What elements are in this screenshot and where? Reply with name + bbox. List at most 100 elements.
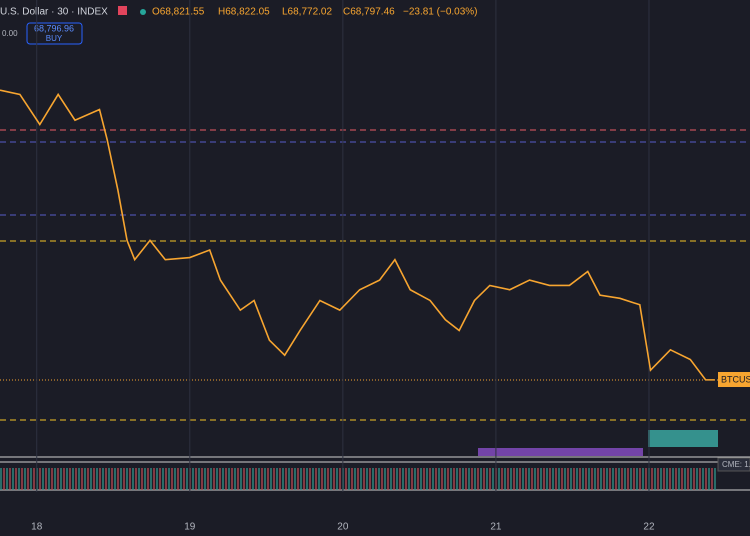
- volume-bar: [309, 468, 311, 490]
- volume-bar: [417, 468, 419, 490]
- volume-bar: [90, 468, 92, 490]
- volume-bar: [501, 468, 503, 490]
- volume-bar: [126, 468, 128, 490]
- buy-button[interactable]: [26, 22, 83, 45]
- volume-bar: [24, 468, 26, 490]
- volume-bar: [156, 468, 158, 490]
- volume-bar: [183, 468, 185, 490]
- volume-bar: [207, 468, 209, 490]
- volume-bar: [414, 468, 416, 490]
- volume-bar: [231, 468, 233, 490]
- volume-bar: [681, 468, 683, 490]
- volume-bar: [279, 468, 281, 490]
- volume-bar: [402, 468, 404, 490]
- volume-bar: [120, 468, 122, 490]
- level-lines: [0, 129, 750, 421]
- volume-bar: [204, 468, 206, 490]
- volume-bar: [300, 468, 302, 490]
- flag-icon: [118, 6, 127, 15]
- volume-bar: [573, 468, 575, 490]
- volume-bar: [663, 468, 665, 490]
- volume-bar: [213, 468, 215, 490]
- volume-bar: [426, 468, 428, 490]
- volume-bar: [114, 468, 116, 490]
- volume-bar: [75, 468, 77, 490]
- volume-bar: [570, 468, 572, 490]
- volume-bar: [255, 468, 257, 490]
- volume-bar: [657, 468, 659, 490]
- volume-bar: [513, 468, 515, 490]
- volume-bar: [609, 468, 611, 490]
- volume-bar: [42, 468, 44, 490]
- volume-bar: [486, 468, 488, 490]
- volume-bar: [489, 468, 491, 490]
- volume-bar: [453, 468, 455, 490]
- close: C68,797.46: [343, 7, 395, 18]
- volume-bar: [135, 468, 137, 490]
- volume-bar: [498, 468, 500, 490]
- volume-bar: [462, 468, 464, 490]
- volume-bar: [177, 468, 179, 490]
- volume-bar: [366, 468, 368, 490]
- volume-bar: [276, 468, 278, 490]
- volume-bar: [192, 468, 194, 490]
- volume-bar: [63, 468, 65, 490]
- volume-bar: [57, 468, 59, 490]
- volume-bar: [621, 468, 623, 490]
- volume-bar: [15, 468, 17, 490]
- volume-bar: [492, 468, 494, 490]
- buy-label[interactable]: BUY: [46, 34, 63, 43]
- volume-bar: [696, 468, 698, 490]
- volume-bar: [270, 468, 272, 490]
- volume-bar: [252, 468, 254, 490]
- volume-bar: [141, 468, 143, 490]
- volume-bar: [216, 468, 218, 490]
- volume-bar: [444, 468, 446, 490]
- volume-bar: [150, 468, 152, 490]
- volume-bar: [360, 468, 362, 490]
- volume-bar: [372, 468, 374, 490]
- volume-bar: [594, 468, 596, 490]
- volume-bar: [99, 468, 101, 490]
- volume-bar: [69, 468, 71, 490]
- volume-bar: [111, 468, 113, 490]
- volume-bar: [393, 468, 395, 490]
- volume-bar: [78, 468, 80, 490]
- volume-bar: [315, 468, 317, 490]
- volume-bar: [423, 468, 425, 490]
- volume-bar: [447, 468, 449, 490]
- buy-price[interactable]: 68,796.96: [34, 23, 74, 33]
- volume-bar: [612, 468, 614, 490]
- volume-bar: [33, 468, 35, 490]
- volume-bar: [195, 468, 197, 490]
- volume-bar: [519, 468, 521, 490]
- volume-bar: [339, 468, 341, 490]
- volume-bar: [297, 468, 299, 490]
- volume-bar: [390, 468, 392, 490]
- change: −23.81 (−0.03%): [403, 7, 478, 18]
- volume-bar: [576, 468, 578, 490]
- volume-bar: [684, 468, 686, 490]
- volume-bar: [588, 468, 590, 490]
- volume-bar: [378, 468, 380, 490]
- volume-bar: [675, 468, 677, 490]
- volume-bar: [642, 468, 644, 490]
- volume-bar: [714, 468, 716, 490]
- volume-bar: [273, 468, 275, 490]
- volume-bar: [585, 468, 587, 490]
- volume-bar: [672, 468, 674, 490]
- volume-bar: [438, 468, 440, 490]
- volume-bar: [555, 468, 557, 490]
- volume-bar: [285, 468, 287, 490]
- volume-bar: [627, 468, 629, 490]
- symbol: U.S. Dollar · 30 · INDEX: [0, 7, 108, 18]
- indicator-histogram: [648, 430, 718, 447]
- volume-bar: [441, 468, 443, 490]
- volume-bar: [561, 468, 563, 490]
- volume-bar: [357, 468, 359, 490]
- volume-bar: [639, 468, 641, 490]
- volume-bar: [27, 468, 29, 490]
- volume-bar: [540, 468, 542, 490]
- volume-bar: [84, 468, 86, 490]
- x-tick-label: 19: [184, 522, 196, 533]
